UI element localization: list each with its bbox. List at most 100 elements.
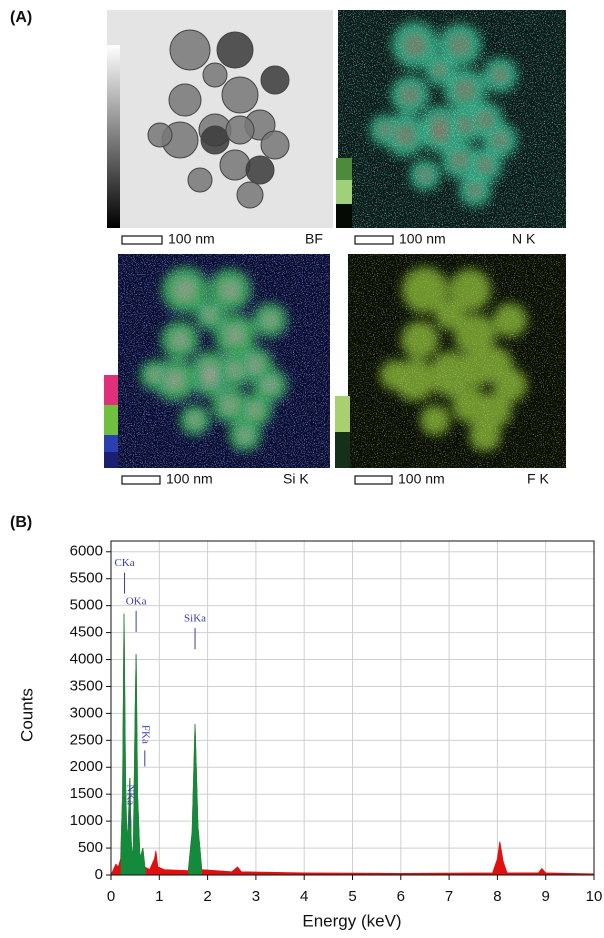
hot xyxy=(400,85,420,105)
hot xyxy=(456,116,474,134)
hot xyxy=(173,278,197,302)
hot xyxy=(454,79,476,101)
hot xyxy=(476,111,494,129)
particle xyxy=(219,149,251,181)
particle xyxy=(216,31,254,69)
hot xyxy=(226,361,244,379)
micrograph xyxy=(348,254,566,468)
x-tick-label: 10 xyxy=(586,888,603,905)
x-tick-label: 2 xyxy=(203,888,211,905)
image-label: BF xyxy=(305,231,323,247)
particle xyxy=(461,356,489,384)
x-tick-label: 1 xyxy=(155,888,163,905)
particle xyxy=(436,366,464,394)
color-bar xyxy=(104,452,118,468)
scale-bar xyxy=(121,475,161,485)
x-tick-label: 5 xyxy=(348,888,356,905)
hot xyxy=(449,34,471,56)
image-label: F K xyxy=(527,471,549,487)
x-axis-label: Energy (keV) xyxy=(302,911,401,930)
hot xyxy=(221,396,239,414)
scale-label: 100 nm xyxy=(399,231,446,247)
hot xyxy=(377,122,393,138)
hot xyxy=(431,126,449,144)
y-tick-label: 6000 xyxy=(70,543,103,560)
y-tick-label: 5500 xyxy=(70,570,103,587)
particle xyxy=(147,122,173,148)
y-tick-label: 1500 xyxy=(70,785,103,802)
hot xyxy=(451,151,469,169)
grayscale-bar xyxy=(107,45,120,228)
x-tick-label: 7 xyxy=(445,888,453,905)
y-tick-label: 4500 xyxy=(70,624,103,641)
scale-bar xyxy=(354,235,394,245)
hot xyxy=(467,182,483,198)
y-tick-label: 2500 xyxy=(70,731,103,748)
color-bar xyxy=(336,204,352,228)
particle xyxy=(496,306,524,334)
scale-bar xyxy=(354,475,393,485)
particle xyxy=(481,396,509,424)
particle xyxy=(404,324,436,356)
scale-label: 100 nm xyxy=(166,471,213,487)
hot xyxy=(476,156,494,174)
particle xyxy=(187,167,213,193)
color-bar xyxy=(104,375,118,405)
panel-label: (A) xyxy=(10,9,32,26)
particle xyxy=(260,130,290,160)
x-tick-label: 8 xyxy=(493,888,501,905)
scale-label: 100 nm xyxy=(168,231,215,247)
y-tick-label: 500 xyxy=(78,839,103,856)
hot xyxy=(170,330,190,350)
hot xyxy=(394,124,416,146)
particle xyxy=(225,115,255,145)
particle xyxy=(245,155,275,185)
scale-label: 100 nm xyxy=(398,471,445,487)
scale-bar xyxy=(121,235,163,245)
color-bar xyxy=(104,435,118,452)
particle xyxy=(452,272,488,308)
color-bar xyxy=(104,405,118,435)
y-tick-label: 3000 xyxy=(70,704,103,721)
peak-label: OKa xyxy=(126,595,147,607)
color-bar xyxy=(336,158,352,180)
hot xyxy=(246,356,264,374)
particle xyxy=(472,422,498,448)
y-tick-label: 5000 xyxy=(70,597,103,614)
particle xyxy=(168,83,202,117)
particle xyxy=(236,181,264,209)
particle xyxy=(455,390,485,420)
y-tick-label: 4000 xyxy=(70,650,103,667)
hot xyxy=(432,62,448,78)
x-tick-label: 3 xyxy=(252,888,260,905)
x-tick-label: 9 xyxy=(542,888,550,905)
hot xyxy=(224,324,246,346)
x-tick-label: 6 xyxy=(397,888,405,905)
signal-noise xyxy=(383,270,524,448)
image-label: Si K xyxy=(283,471,309,487)
x-tick-label: 0 xyxy=(107,888,115,905)
hot xyxy=(491,66,509,84)
particle xyxy=(169,29,211,71)
particle xyxy=(438,303,462,327)
particle xyxy=(202,62,228,88)
plot-frame xyxy=(110,540,595,876)
peak-label: FKa xyxy=(139,725,151,744)
x-tick-label: 4 xyxy=(300,888,308,905)
particle xyxy=(496,371,524,399)
hot xyxy=(164,369,186,391)
particle xyxy=(423,408,447,432)
hot xyxy=(219,279,241,301)
particle xyxy=(405,270,445,310)
hot xyxy=(261,311,279,329)
particle xyxy=(221,76,259,114)
hot xyxy=(187,412,203,428)
hot xyxy=(147,367,163,383)
hot xyxy=(403,33,427,57)
peak-label: SiKa xyxy=(184,613,206,625)
color-bar xyxy=(335,396,350,432)
y-tick-label: 0 xyxy=(95,866,103,883)
particle xyxy=(383,363,407,387)
particle xyxy=(457,317,493,353)
